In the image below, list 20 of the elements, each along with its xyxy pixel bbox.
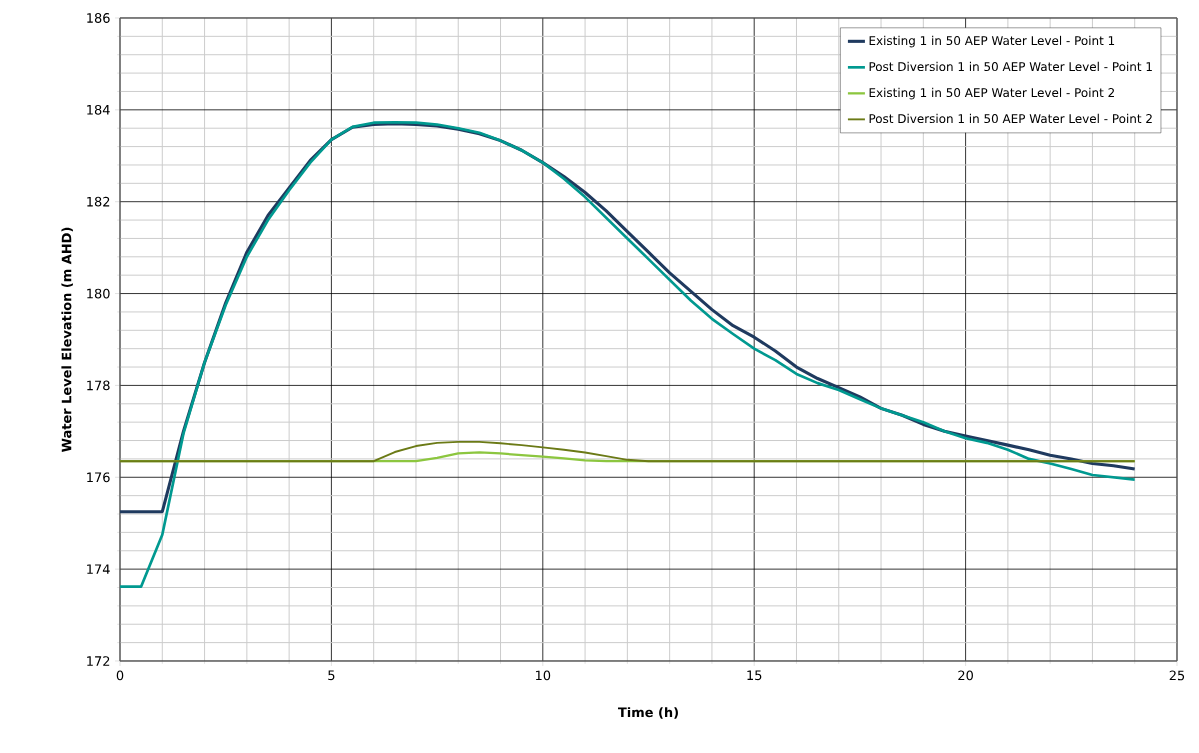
y-tick-label: 186	[87, 13, 110, 23]
y-tick-label: 176	[87, 472, 110, 483]
x-tick-label: 15	[747, 670, 762, 681]
x-tick-label: 25	[1169, 670, 1185, 681]
y-tick-label: 172	[87, 656, 110, 666]
legend-label: Existing 1 in 50 AEP Water Level - Point 2	[869, 87, 1114, 100]
x-tick-label: 10	[535, 670, 551, 681]
y-tick-label: 174	[87, 564, 110, 574]
legend-label: Existing 1 in 50 AEP Water Level - Point 1	[869, 35, 1115, 48]
legend-label: Post Diversion 1 in 50 AEP Water Level - Point 2	[869, 113, 1152, 124]
y-axis-title: Water Level Elevation (m AHD)	[61, 227, 73, 452]
legend-label: Post Diversion 1 in 50 AEP Water Level - Point 1	[869, 61, 1152, 72]
x-tick-label: 5	[328, 670, 335, 681]
x-tick-label: 20	[958, 670, 973, 681]
y-tick-label: 180	[87, 288, 110, 299]
x-axis-title: Time (h)	[618, 707, 678, 719]
y-tick-label: 182	[87, 196, 110, 207]
x-tick-label: 0	[116, 670, 124, 681]
y-tick-label: 184	[87, 104, 110, 115]
y-tick-label: 178	[87, 380, 110, 391]
